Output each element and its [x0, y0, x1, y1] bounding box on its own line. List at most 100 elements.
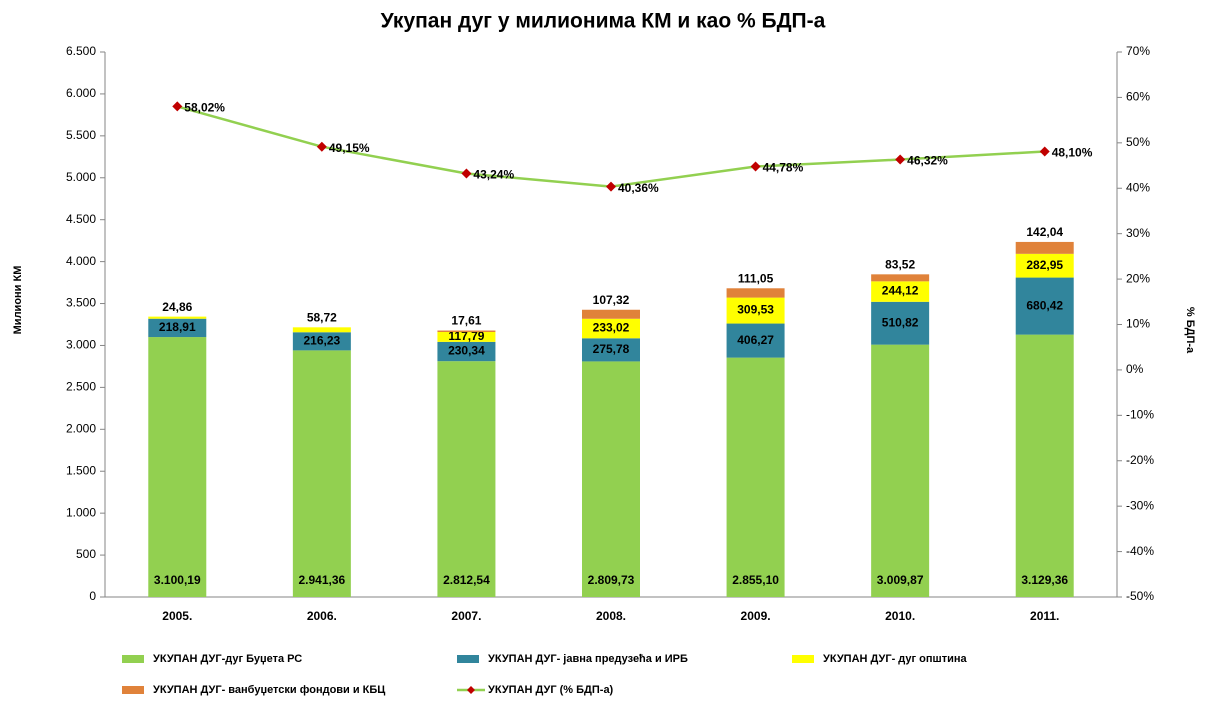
data-label: 40,36%: [618, 181, 659, 195]
y2-tick-label: 0%: [1126, 362, 1144, 376]
bar-segment: [582, 338, 640, 362]
line-marker: [750, 161, 761, 172]
legend-swatch: [122, 655, 144, 663]
data-label: 680,42: [1026, 298, 1063, 312]
line-marker: [1039, 146, 1050, 157]
bar-segment: [292, 332, 351, 351]
data-label: 244,12: [882, 284, 919, 298]
y2-tick-label: 20%: [1126, 271, 1150, 285]
data-label: 2.809,73: [588, 573, 635, 587]
data-label: 83,52: [885, 258, 915, 272]
bar-segment: [582, 361, 640, 597]
bar-segment: [726, 288, 785, 298]
data-label: 2.941,36: [298, 573, 345, 587]
bar-segment: [437, 341, 496, 362]
data-label: 58,72: [307, 310, 337, 324]
y2-tick-label: 50%: [1126, 135, 1150, 149]
bar-segment: [1015, 277, 1074, 335]
line-marker: [895, 154, 906, 165]
bar-segment: [726, 357, 785, 597]
y2-tick-label: -20%: [1126, 453, 1154, 467]
data-label: 282,95: [1026, 258, 1063, 272]
legend-label: УКУПАН ДУГ (% БДП-а): [488, 684, 614, 696]
chart-title: Укупан дуг у милионима КМ и као % БДП-а: [381, 10, 826, 33]
y-tick-label: 4.500: [66, 212, 96, 226]
data-label: 49,15%: [329, 141, 370, 155]
bar-segment: [871, 301, 930, 345]
data-label: 24,86: [162, 300, 192, 314]
data-label: 48,10%: [1052, 146, 1093, 160]
line-marker: [461, 168, 472, 179]
data-label: 2.812,54: [443, 573, 490, 587]
data-label: 107,32: [593, 293, 630, 307]
bar-segment: [292, 327, 351, 333]
x-tick-label: 2011.: [1030, 609, 1059, 623]
x-tick-label: 2005.: [162, 609, 192, 623]
data-label: 275,78: [593, 342, 630, 356]
bar-segment: [1015, 253, 1074, 278]
bar-segment: [437, 361, 496, 597]
legend-swatch: [792, 655, 814, 663]
line-marker: [316, 141, 327, 152]
data-label: 111,05: [738, 271, 774, 285]
legend-swatch: [457, 655, 479, 663]
data-label: 233,02: [593, 321, 630, 335]
y-tick-label: 6.500: [66, 44, 96, 58]
data-label: 17,61: [451, 314, 481, 328]
x-tick-label: 2010.: [885, 609, 915, 623]
y2-tick-label: -40%: [1126, 544, 1154, 558]
y-tick-label: 6.000: [66, 86, 96, 100]
bar-segment: [871, 274, 930, 282]
legend-swatch: [467, 686, 475, 694]
bar-segment: [148, 316, 207, 319]
y2-tick-label: 10%: [1126, 317, 1150, 331]
data-label: 117,79: [448, 329, 484, 343]
y2-tick-label: 70%: [1126, 44, 1150, 58]
y-tick-label: 2.500: [66, 380, 96, 394]
y-tick-label: 1.500: [66, 463, 96, 477]
bar-segment: [292, 350, 351, 597]
bar-segment: [437, 330, 496, 332]
y-tick-label: 0: [89, 589, 96, 603]
y-tick-label: 3.000: [66, 338, 96, 352]
data-label: 142,04: [1026, 225, 1063, 239]
data-label: 58,02%: [184, 101, 225, 115]
y-tick-label: 5.500: [66, 128, 96, 142]
y-axis-title: Милиони КМ: [12, 266, 24, 335]
y2-tick-label: 60%: [1126, 90, 1150, 104]
legend-label: УКУПАН ДУГ-дуг Буџета РС: [153, 653, 302, 665]
data-label: 3.100,19: [154, 573, 201, 587]
y-tick-label: 3.500: [66, 296, 96, 310]
data-label: 216,23: [304, 333, 341, 347]
x-tick-label: 2007.: [451, 609, 481, 623]
legend-label: УКУПАН ДУГ- ванбуџетски фондови и КБЦ: [153, 684, 385, 696]
y2-tick-label: -10%: [1126, 408, 1154, 422]
legend-label: УКУПАН ДУГ- дуг општина: [823, 653, 967, 665]
y2-tick-label: -50%: [1126, 589, 1154, 603]
bar-segment: [582, 318, 640, 339]
x-tick-label: 2006.: [307, 609, 337, 623]
line-marker: [172, 101, 183, 112]
y-tick-label: 500: [76, 547, 96, 561]
data-label: 46,32%: [907, 154, 948, 168]
data-label: 510,82: [882, 315, 919, 329]
bar-segment: [1015, 241, 1074, 254]
bar-segment: [726, 323, 785, 358]
data-label: 3.129,36: [1021, 573, 1068, 587]
y-tick-label: 1.000: [66, 505, 96, 519]
y-tick-label: 5.000: [66, 170, 96, 184]
line-series: [176, 105, 1045, 188]
legend-label: УКУПАН ДУГ- јавна предузећа и ИРБ: [488, 653, 688, 665]
bar-segment: [148, 337, 207, 597]
data-label: 2.855,10: [732, 573, 779, 587]
data-label: 43,24%: [473, 168, 514, 182]
x-tick-label: 2009.: [741, 609, 771, 623]
data-label: 406,27: [737, 333, 774, 347]
bar-segment: [437, 331, 496, 342]
x-tick-label: 2008.: [596, 609, 626, 623]
data-label: 309,53: [737, 303, 774, 317]
bar-segment: [582, 309, 640, 319]
y2-axis-title: % БДП-а: [1184, 307, 1196, 354]
y2-tick-label: 30%: [1126, 226, 1150, 240]
